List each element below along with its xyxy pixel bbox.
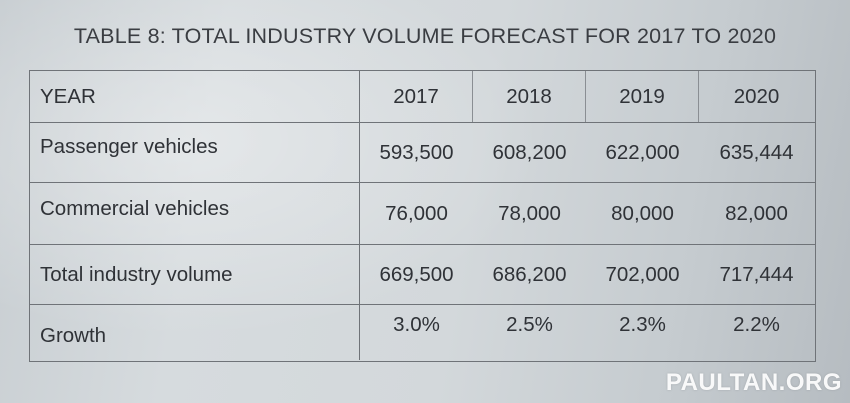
row-label: Passenger vehicles (30, 123, 360, 182)
table-row: Total industry volume 669,500 686,200 70… (30, 245, 815, 305)
table-header-row: YEAR 2017 2018 2019 2020 (30, 71, 815, 123)
table-cell: 686,200 (492, 262, 567, 286)
table-cell: 2.5% (506, 313, 553, 336)
table-cell: 702,000 (605, 262, 680, 286)
header-year-cell: 2018 (473, 71, 586, 122)
table-cell: 669,500 (379, 262, 454, 286)
table-cell: 3.0% (393, 313, 440, 336)
table-cell: 78,000 (498, 201, 561, 225)
watermark-logo: PAULTAN.ORG (665, 369, 842, 396)
table-cell: 82,000 (725, 201, 788, 225)
header-year-cell: 2019 (586, 71, 699, 122)
table-cell: 80,000 (611, 201, 674, 225)
row-label: Commercial vehicles (30, 183, 360, 244)
table-cell: 2.3% (619, 313, 666, 336)
table-cell: 2.2% (733, 313, 780, 336)
table-cell: 608,200 (492, 140, 567, 164)
table-row: Commercial vehicles 76,000 78,000 80,000… (30, 183, 815, 245)
table-row: Growth 3.0% 2.5% 2.3% 2.2% (30, 305, 815, 360)
header-year-cell: 2020 (733, 84, 780, 108)
table-cell: 593,500 (379, 140, 454, 164)
row-label: Total industry volume (30, 245, 360, 304)
table-cell: 717,444 (719, 262, 794, 286)
table-cell: 622,000 (605, 140, 680, 164)
row-label: Growth (30, 305, 360, 360)
table-cell: 635,444 (719, 140, 794, 164)
forecast-table: YEAR 2017 2018 2019 2020 Passenger vehic… (29, 70, 816, 362)
table-title: TABLE 8: TOTAL INDUSTRY VOLUME FORECAST … (73, 24, 777, 48)
table-cell: 76,000 (385, 201, 448, 225)
table-row: Passenger vehicles 593,500 608,200 622,0… (30, 123, 815, 183)
header-year-cell: 2017 (360, 71, 473, 122)
header-year-label: YEAR (30, 71, 360, 122)
